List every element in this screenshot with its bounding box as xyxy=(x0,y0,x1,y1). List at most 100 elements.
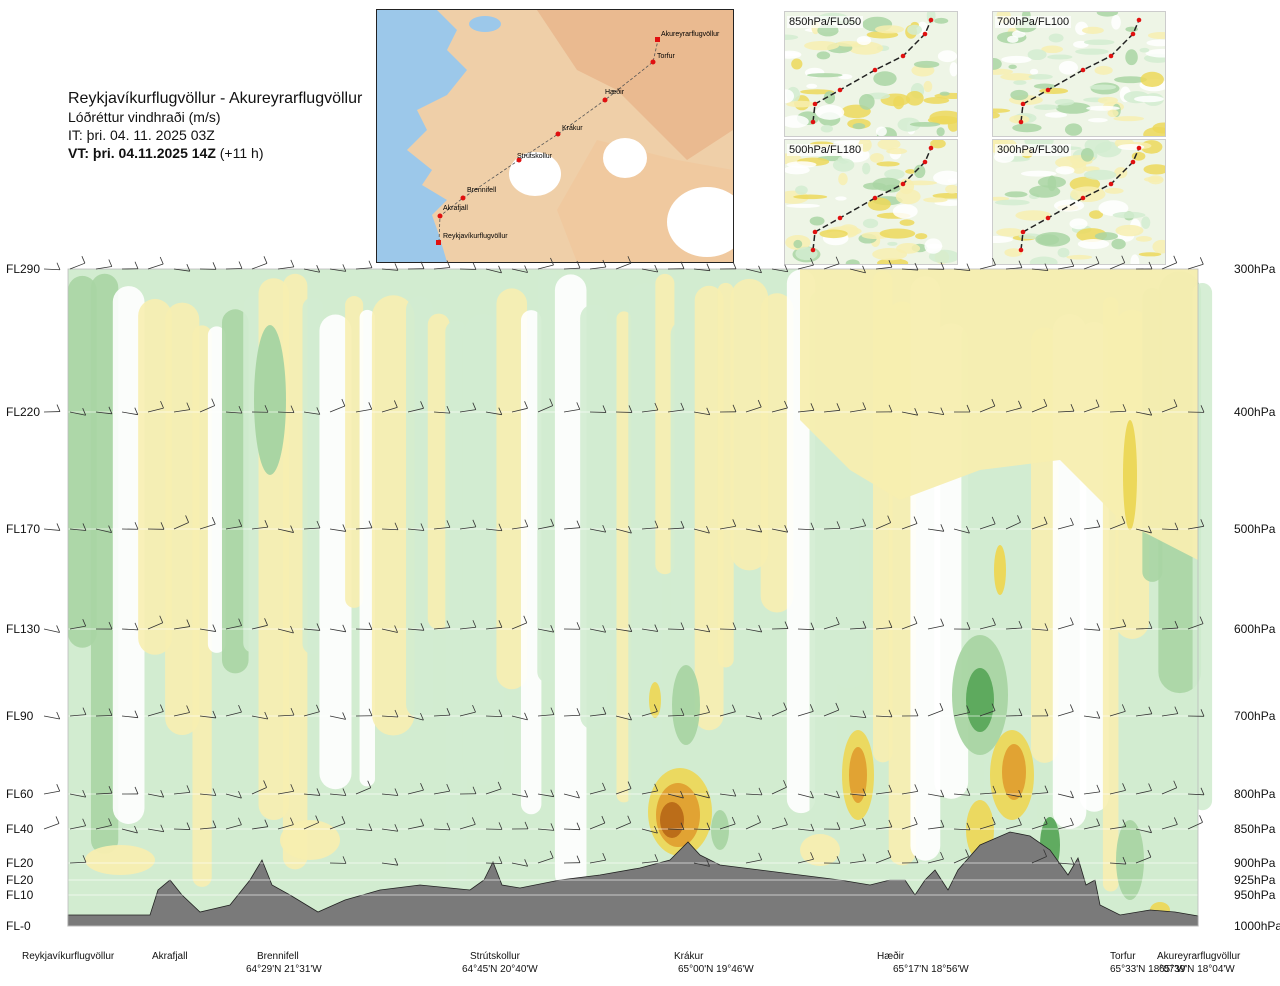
wind-barb-feather xyxy=(1123,857,1126,864)
wind-barb-feather xyxy=(707,264,710,271)
waypoint-coordinate: 65°00'N 19°46'W xyxy=(678,964,754,975)
wind-barb-feather xyxy=(316,816,319,823)
wind-barb xyxy=(720,526,736,529)
wind-barb-feather xyxy=(888,516,891,523)
wind-barb-feather xyxy=(1123,404,1126,411)
wind-barb-feather xyxy=(914,817,917,824)
wind-barb-feather xyxy=(681,823,684,830)
waypoint-coordinate: 64°29'N 21°31'W xyxy=(246,964,322,975)
wind-barb-feather xyxy=(863,711,866,718)
wind-barb xyxy=(772,269,788,272)
wind-barb xyxy=(96,529,112,533)
wind-barb xyxy=(590,714,606,716)
wind-barb xyxy=(798,410,814,412)
wind-barb xyxy=(226,526,242,529)
wind-barb-feather xyxy=(551,519,554,526)
wind-barb-feather xyxy=(239,262,242,269)
wind-barb xyxy=(148,829,164,832)
wind-barb-feather xyxy=(135,408,138,415)
wind-barb-feather xyxy=(655,521,658,528)
mini-map-700-svg xyxy=(993,12,1165,136)
wind-barb-feather xyxy=(603,853,606,860)
wind-barb-feather xyxy=(368,781,371,788)
wind-barb-feather xyxy=(343,264,346,271)
wind-barb-feather xyxy=(941,408,944,415)
wind-barb-feather xyxy=(343,712,346,719)
wind-barb-feather xyxy=(1097,623,1100,630)
wind-barb xyxy=(330,794,346,796)
wind-barb-feather xyxy=(369,521,372,528)
wind-barb xyxy=(954,829,970,830)
wind-barb-feather xyxy=(1174,781,1177,788)
wind-barb xyxy=(486,269,502,273)
wind-barb-feather xyxy=(784,703,787,710)
wind-barb-feather xyxy=(239,519,242,526)
pressure-level-label: 950hPa xyxy=(1234,888,1275,902)
mini-map-300: 300hPa/FL300 xyxy=(992,139,1166,265)
wind-barb-feather xyxy=(525,401,528,408)
wind-barb-feather xyxy=(186,515,189,522)
waypoint-name: Reykjavíkurflugvöllur xyxy=(22,951,114,962)
wind-barb xyxy=(694,829,710,830)
wind-barb xyxy=(148,623,163,629)
wind-barb-feather xyxy=(56,816,59,823)
wind-barb-feather xyxy=(1044,399,1047,406)
wind-barb-feather xyxy=(707,859,710,866)
map-label-torfur: Torfur xyxy=(657,53,676,60)
wind-barb-feather xyxy=(343,524,346,531)
wind-barb-feather xyxy=(187,620,190,627)
wind-barb xyxy=(252,263,267,269)
wind-barb xyxy=(668,410,684,412)
wind-barb-feather xyxy=(369,709,372,716)
wind-barb xyxy=(1162,406,1177,412)
wind-barb-feather xyxy=(291,406,294,413)
wind-barb-feather xyxy=(135,522,138,529)
wind-barb xyxy=(694,629,710,632)
wind-barb-feather xyxy=(57,405,60,412)
wind-barb-feather xyxy=(967,788,970,795)
waypoint-name: Hæðir xyxy=(877,951,904,962)
wind-barb xyxy=(148,712,163,716)
wind-barb xyxy=(434,267,450,269)
wind-barb-feather xyxy=(343,625,346,632)
wind-barb-feather xyxy=(603,405,606,412)
wind-barb xyxy=(356,268,372,269)
wind-barb xyxy=(824,710,839,716)
wind-barb-feather xyxy=(317,788,320,795)
wind-barb xyxy=(694,712,710,716)
wind-barb-feather xyxy=(1174,256,1177,263)
wind-barb-feather xyxy=(447,708,450,715)
wind-barb xyxy=(616,823,631,829)
pressure-level-label: 900hPa xyxy=(1234,856,1275,870)
wind-barb xyxy=(1006,268,1022,269)
wind-barb xyxy=(278,791,294,794)
wind-barb-feather xyxy=(915,709,918,716)
wind-barb xyxy=(954,269,970,271)
wind-barb xyxy=(824,624,839,629)
wind-barb xyxy=(1136,857,1151,863)
wind-barb xyxy=(1188,624,1203,629)
pressure-level-label: 700hPa xyxy=(1234,709,1275,723)
wind-barb-feather xyxy=(863,818,866,825)
wind-barb xyxy=(980,625,995,629)
wind-barb xyxy=(980,265,996,269)
wind-barb-feather xyxy=(524,616,527,623)
wind-barb xyxy=(330,269,346,271)
wind-barb-feather xyxy=(499,524,502,531)
wind-barb-feather xyxy=(629,625,632,632)
wind-barb xyxy=(928,859,944,863)
wind-barb-feather xyxy=(343,856,346,863)
mini-map-300-svg xyxy=(993,140,1165,264)
wind-barb xyxy=(304,629,320,630)
wind-barb-feather xyxy=(992,817,995,824)
mini-map-850-svg xyxy=(785,12,957,136)
mini-map-850: 850hPa/FL050 xyxy=(784,11,958,137)
wind-barb-feather xyxy=(655,403,658,410)
wind-barb xyxy=(850,794,866,796)
mini-map-850-label: 850hPa/FL050 xyxy=(787,16,863,28)
wind-barb xyxy=(850,716,866,718)
wind-barb-feather xyxy=(395,824,398,831)
wind-barb xyxy=(876,716,892,717)
wind-barb-feather xyxy=(342,399,345,406)
wind-barb xyxy=(590,629,606,632)
